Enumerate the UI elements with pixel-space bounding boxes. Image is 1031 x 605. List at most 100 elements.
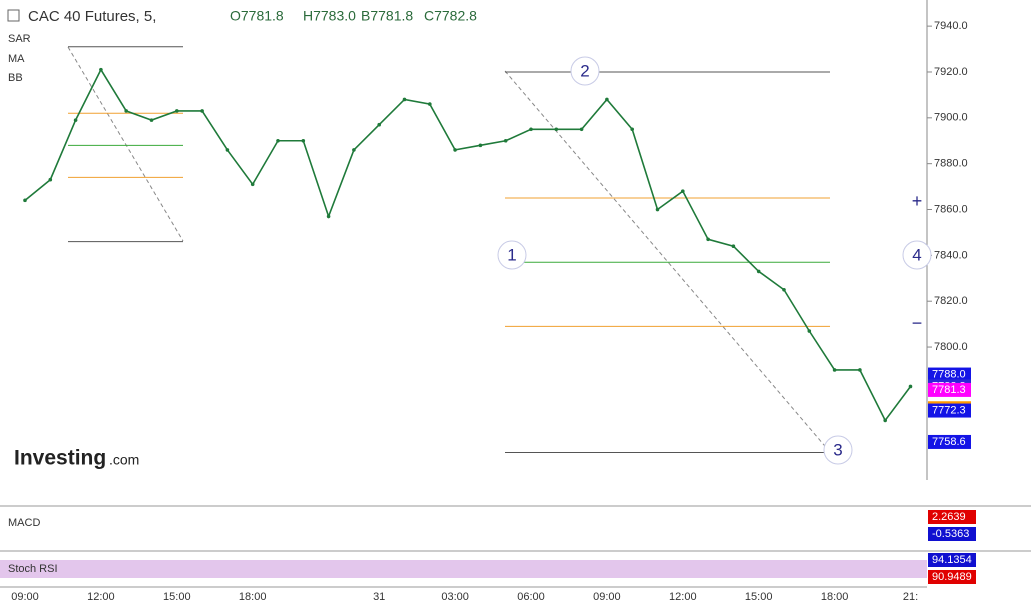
annotation: 2 [580, 61, 589, 80]
price-marker-label: 7788.0 [932, 368, 966, 380]
indicator-label[interactable]: MA [8, 53, 25, 65]
price-point [503, 138, 508, 143]
indicator-marker [928, 527, 976, 541]
x-tick-label: 15:00 [163, 591, 191, 603]
price-point [250, 182, 255, 187]
price-point [756, 269, 761, 274]
indicator-label[interactable]: SAR [8, 33, 31, 45]
x-tick-label: 03:00 [441, 591, 469, 603]
price-point [579, 127, 584, 132]
y-tick-label: 7800.0 [934, 341, 968, 353]
ohlc-close: C7782.8 [424, 8, 477, 24]
y-tick-label: 7840.0 [934, 249, 968, 261]
ohlc-open: O7781.8 [230, 8, 284, 24]
price-marker [928, 367, 971, 382]
logo-suffix: .com [109, 452, 139, 468]
indicator-marker [928, 553, 976, 567]
price-point [99, 67, 103, 72]
y-tick-label: 7920.0 [934, 66, 968, 78]
macd-title: MACD [8, 517, 40, 529]
price-point [48, 177, 53, 182]
price-marker-label: 7781.3 [932, 384, 966, 396]
indicator-value: 2.2639 [932, 511, 966, 523]
x-tick-label: 21: [903, 591, 918, 603]
x-tick-label: 06:00 [517, 591, 545, 603]
logo: Investing [14, 447, 106, 470]
stoch-band [0, 560, 927, 578]
price-point [630, 127, 634, 132]
price-point [858, 368, 862, 372]
annotation: 4 [912, 245, 921, 264]
x-tick-label: 31 [373, 591, 385, 603]
price-point [377, 122, 382, 127]
collapse-icon[interactable] [7, 9, 20, 22]
price-point [908, 384, 913, 389]
price-point [706, 237, 710, 242]
annotation: 3 [833, 440, 842, 459]
price-point [731, 244, 736, 248]
price-marker [928, 382, 971, 397]
x-tick-label: 15:00 [745, 591, 773, 603]
x-tick-label: 12:00 [669, 591, 697, 603]
price-point [681, 189, 685, 193]
price-point [200, 109, 204, 113]
indicator-value: -0.5363 [932, 528, 969, 540]
price-point [554, 127, 559, 132]
fib-trend [67, 46, 184, 242]
x-tick-label: 12:00 [87, 591, 115, 603]
ohlc-high: H7783.0 [303, 8, 356, 24]
price-point [428, 102, 432, 106]
price-marker-label: 7758.6 [932, 436, 966, 448]
y-tick-label: 7940.0 [934, 20, 968, 32]
price-point [605, 97, 609, 102]
y-tick-label: 7880.0 [934, 158, 968, 170]
price-point [883, 418, 887, 423]
y-tick-label: 7900.0 [934, 112, 968, 124]
y-tick-label: 7820.0 [934, 295, 968, 307]
annotation-circle [823, 435, 853, 465]
annotation-circle [570, 56, 600, 86]
price-point [782, 287, 786, 292]
price-point [326, 214, 331, 219]
indicator-marker [928, 570, 976, 584]
price-point [276, 138, 280, 143]
price-point [149, 118, 154, 122]
price-point [402, 97, 407, 102]
x-tick-label: 18:00 [821, 591, 849, 603]
price-point [73, 118, 78, 122]
annotation-circle [497, 240, 527, 270]
price-marker-label: 7772.3 [932, 404, 966, 416]
price-point [478, 143, 483, 148]
annotation-circle [902, 240, 932, 270]
indicator-value: 94.1354 [932, 554, 972, 566]
price-point [124, 109, 128, 113]
price-point [807, 329, 812, 333]
zoom-out[interactable]: − [912, 313, 923, 333]
x-tick-label: 09:00 [593, 591, 621, 603]
indicator-value: 90.9489 [932, 571, 972, 583]
stoch-title: Stoch RSI [8, 563, 58, 575]
y-tick-label: 7860.0 [934, 203, 968, 215]
indicator-marker [928, 510, 976, 524]
annotation: 1 [507, 245, 516, 264]
price-point [225, 148, 230, 152]
x-tick-label: 09:00 [11, 591, 39, 603]
price-point [23, 198, 27, 203]
indicator-label[interactable]: BB [8, 72, 23, 84]
price-point [655, 207, 660, 212]
price-point [175, 109, 179, 113]
price-point [453, 148, 457, 152]
symbol: CAC 40 Futures, 5, [28, 8, 156, 25]
price-line [24, 68, 912, 422]
ohlc-bid: B7781.8 [361, 8, 413, 24]
zoom-in[interactable]: + [912, 191, 923, 211]
price-marker [928, 434, 971, 449]
price-point [832, 368, 837, 372]
price-point [352, 148, 356, 152]
price-point [529, 127, 533, 132]
price-marker [928, 403, 971, 418]
price-point [301, 138, 306, 143]
x-tick-label: 18:00 [239, 591, 267, 603]
